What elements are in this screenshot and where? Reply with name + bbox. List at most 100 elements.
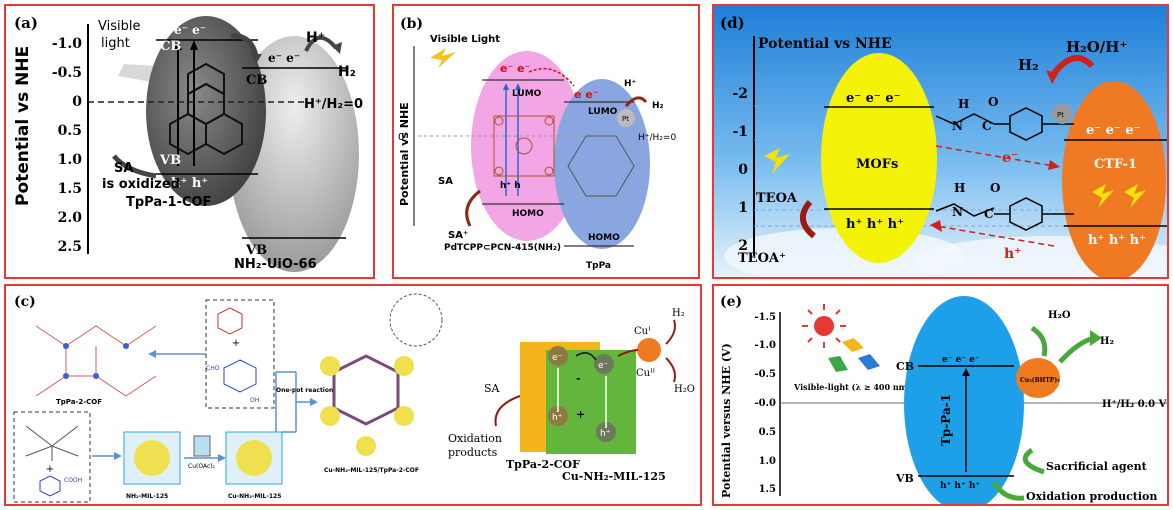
d-h-ctf: h⁺ h⁺ h⁺: [1088, 233, 1146, 248]
c-mil-crystal: [123, 431, 181, 485]
d-teoa-arrow: [800, 200, 816, 239]
d-teoa-plus: TEOA⁺: [738, 251, 786, 266]
b-holes: h⁺ h: [500, 181, 521, 191]
c-oxid: Oxidation: [448, 432, 502, 445]
b-pink-oval: [471, 51, 583, 241]
c-tppa2: TpPa-2-COF: [506, 458, 580, 471]
d-tick-2: 0: [738, 162, 748, 178]
c-cu2: Cuᴵᴵ: [636, 368, 656, 379]
b-structure: [493, 115, 555, 177]
a-tick-7: 2.5: [58, 239, 82, 255]
e-vb: VB: [895, 472, 914, 485]
a-holes: h⁺ h⁺: [171, 176, 208, 191]
c-h2-dot: [596, 422, 616, 442]
e-tppa: Tp-Pa-1: [939, 394, 953, 446]
c-products: products: [448, 446, 498, 459]
a-vb-label: VB: [159, 153, 181, 168]
b-homo1: HOMO: [512, 209, 544, 219]
a-tick-5: 1.5: [58, 181, 82, 197]
c-beaker: [193, 435, 211, 457]
c-cu-mil-label: Cu-NH₂-MIL-125: [228, 493, 281, 500]
a-tick-6: 2.0: [58, 210, 83, 226]
c-e-transfer: [575, 352, 597, 361]
e-ray-1: [842, 338, 864, 352]
c-sa-arrow: [494, 395, 521, 427]
e-tick-5: 1.0: [759, 456, 776, 467]
c-cu-sphere: [637, 338, 661, 362]
b-pt-sphere: [617, 109, 635, 127]
e-sacrificial-arrow: [1022, 447, 1045, 475]
d-bolt-2: [1092, 184, 1114, 208]
d-mofs: MOFs: [856, 157, 898, 172]
d-teoa: TEOA: [756, 191, 798, 206]
b-tppa-ring: [567, 135, 635, 197]
b-lumo2: LUMO: [588, 107, 618, 117]
c-h1: h⁺: [552, 413, 563, 423]
e-oxidation-arrow: [991, 480, 1025, 501]
b-tppa: TpPa: [586, 261, 611, 271]
c-cof-label: TpPa-2-COF: [56, 398, 102, 406]
panel-c-diagram: (c) TpPa-2-COF + CHO OH One-pot reaction…: [13, 293, 695, 503]
c-e1-dot: [548, 346, 568, 366]
e-oxidation: Oxidation production: [1026, 490, 1157, 503]
e-tppa-oval: [904, 296, 1024, 504]
d-c-bottom: C: [984, 207, 994, 221]
a-light: light: [101, 36, 130, 51]
a-sa-2: is oxidized: [102, 177, 180, 192]
a-h2: H₂: [338, 64, 356, 80]
d-tick-0: -2: [732, 86, 748, 102]
b-homo2: HOMO: [588, 233, 620, 243]
c-mil-band: [546, 350, 636, 454]
d-h2: H₂: [1018, 56, 1039, 74]
c-h2o-arrow: [665, 357, 676, 383]
d-linker-bottom: [935, 197, 1074, 231]
c-ti-precursor: [25, 425, 79, 461]
e-cu-sphere: [1016, 358, 1060, 398]
c-mil-label: NH₂-MIL-125: [126, 493, 168, 500]
c-e2: e⁻: [598, 361, 609, 371]
a-sa-1: SA: [114, 161, 133, 176]
e-ray-3: [858, 354, 880, 370]
panel-a-diagram: (a) Potential vs NHE -1.0 -0.5 0 0.5 1.0…: [13, 14, 363, 272]
d-axis-title: Potential vs NHE: [758, 36, 892, 52]
c-monomer-aldehyde: [223, 359, 257, 393]
d-h2o: H₂O/H⁺: [1066, 38, 1127, 56]
a-mof-name: NH₂-UiO-66: [234, 257, 317, 272]
e-h2: H₂: [1100, 336, 1114, 347]
e-visible: Visible-light (λ ≥ 400 nm): [793, 382, 911, 392]
a-sa-arrow: [112, 154, 157, 179]
panel-a: (a) Potential vs NHE -1.0 -0.5 0 0.5 1.0…: [4, 4, 375, 279]
a-tick-3: 0.5: [58, 123, 82, 139]
d-n-bottom: N: [952, 205, 963, 219]
b-lumo1: LUMO: [512, 89, 542, 99]
a-ref: H⁺/H₂=0: [304, 97, 363, 112]
c-e1: e⁻: [552, 353, 563, 363]
c-cooh: COOH: [64, 477, 82, 484]
c-h2: H₂: [672, 308, 685, 319]
d-pt: Pt: [1057, 111, 1064, 119]
c-sa: SA: [484, 382, 501, 395]
d-e-mid: e⁻: [1002, 150, 1018, 166]
e-tick-3: -0.0: [754, 398, 776, 409]
c-cumil: Cu-NH₂-MIL-125: [562, 470, 666, 483]
panel-a-label: (a): [14, 14, 38, 32]
e-cb: CB: [896, 360, 914, 373]
c-plus-signs: +: [576, 408, 585, 421]
panel-a-axis-title: Potential vs NHE: [13, 46, 33, 206]
e-h2-arrow: [1058, 335, 1095, 364]
panel-b-label: (b): [400, 16, 423, 32]
c-bdc-ligand: [39, 475, 61, 497]
a-cof-name: TpPa-1-COF: [126, 195, 211, 210]
c-monomer-amine: [217, 307, 243, 335]
b-h2: H₂: [652, 101, 664, 111]
c-cu-oac: Cu(OAc)₂: [188, 463, 216, 470]
c-cu1: Cuᴵ: [634, 326, 651, 337]
b-pt: Pt: [622, 115, 629, 123]
panel-e-diagram: (e) Potential versus NHE (V) -1.5 -1.0 -…: [720, 294, 1167, 504]
b-hplus: H⁺: [624, 79, 637, 89]
panel-e: (e) Potential versus NHE (V) -1.5 -1.0 -…: [712, 284, 1169, 506]
e-holes: h⁺ h⁺ h⁺: [940, 481, 980, 491]
e-tick-2: -0.5: [754, 369, 776, 380]
d-h-mof: h⁺ h⁺ h⁺: [846, 217, 904, 232]
a-tick-1: -0.5: [52, 65, 82, 81]
